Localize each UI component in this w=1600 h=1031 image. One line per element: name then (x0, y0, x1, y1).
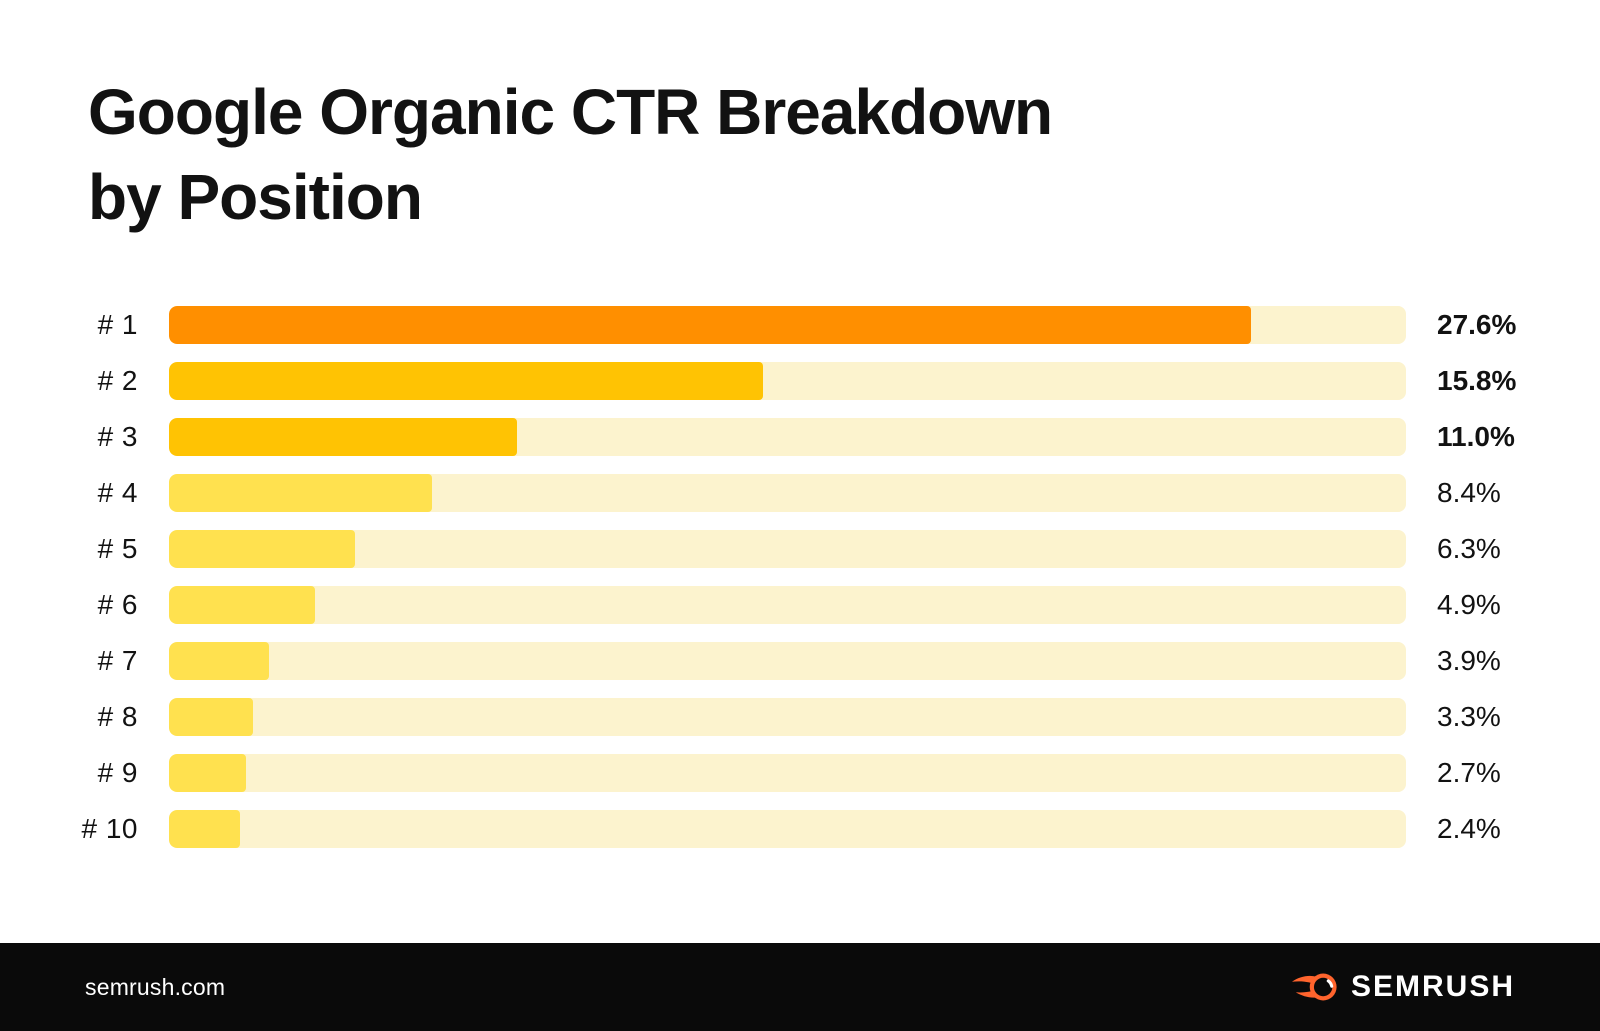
ctr-bar-chart: # 1 27.6% # 2 15.8% # 3 11.0% # 4 (0, 306, 1600, 848)
bar-fill (169, 586, 315, 624)
ctr-value: 2.4% (1437, 813, 1501, 844)
position-label: # 2 (97, 365, 138, 396)
position-label: # 5 (97, 533, 138, 564)
position-label: # 9 (97, 757, 138, 788)
position-label: # 8 (97, 701, 138, 732)
bar-row-5: # 5 6.3% (0, 530, 1600, 568)
page-title: Google Organic CTR Breakdown by Position (88, 70, 1053, 240)
page-title-line2: by Position (88, 161, 423, 233)
bar-track (169, 810, 1406, 848)
bar-fill (169, 474, 433, 512)
ctr-value: 11.0% (1437, 421, 1515, 452)
bar-row-7: # 7 3.9% (0, 642, 1600, 680)
bar-row-3: # 3 11.0% (0, 418, 1600, 456)
bar-track (169, 530, 1406, 568)
bar-fill (169, 306, 1252, 344)
bar-row-10: # 10 2.4% (0, 810, 1600, 848)
bar-track (169, 418, 1406, 456)
semrush-flame-icon (1291, 973, 1337, 1001)
position-label: # 10 (81, 813, 138, 844)
ctr-value: 3.9% (1437, 645, 1501, 676)
footer-site-url: semrush.com (85, 973, 226, 1000)
bar-row-8: # 8 3.3% (0, 698, 1600, 736)
bar-track (169, 362, 1406, 400)
footer: semrush.com SEMRUSH (0, 943, 1600, 1031)
bar-fill (169, 642, 270, 680)
position-label: # 1 (97, 309, 138, 340)
ctr-value: 3.3% (1437, 701, 1501, 732)
bar-track (169, 474, 1406, 512)
bar-row-2: # 2 15.8% (0, 362, 1600, 400)
ctr-value: 15.8% (1437, 365, 1517, 396)
position-label: # 3 (97, 421, 138, 452)
bar-row-4: # 4 8.4% (0, 474, 1600, 512)
brand-logo: SEMRUSH (1291, 970, 1515, 1004)
bar-row-1: # 1 27.6% (0, 306, 1600, 344)
ctr-value: 2.7% (1437, 757, 1501, 788)
bar-fill (169, 754, 246, 792)
page-title-line1: Google Organic CTR Breakdown (88, 76, 1053, 148)
bar-track (169, 698, 1406, 736)
position-label: # 4 (97, 477, 138, 508)
ctr-value: 8.4% (1437, 477, 1501, 508)
brand-name: SEMRUSH (1350, 970, 1515, 1003)
bar-fill (169, 418, 517, 456)
bar-track (169, 642, 1406, 680)
bar-fill (169, 810, 240, 848)
position-label: # 7 (97, 645, 138, 676)
bar-track (169, 586, 1406, 624)
ctr-value: 6.3% (1437, 533, 1501, 564)
ctr-value: 27.6% (1437, 309, 1517, 340)
bar-fill (169, 698, 254, 736)
ctr-value: 4.9% (1437, 589, 1501, 620)
bar-row-9: # 9 2.7% (0, 754, 1600, 792)
position-label: # 6 (97, 589, 138, 620)
bar-track (169, 754, 1406, 792)
bar-row-6: # 6 4.9% (0, 586, 1600, 624)
bar-fill (169, 362, 763, 400)
bar-track (169, 306, 1406, 344)
bar-fill (169, 530, 355, 568)
